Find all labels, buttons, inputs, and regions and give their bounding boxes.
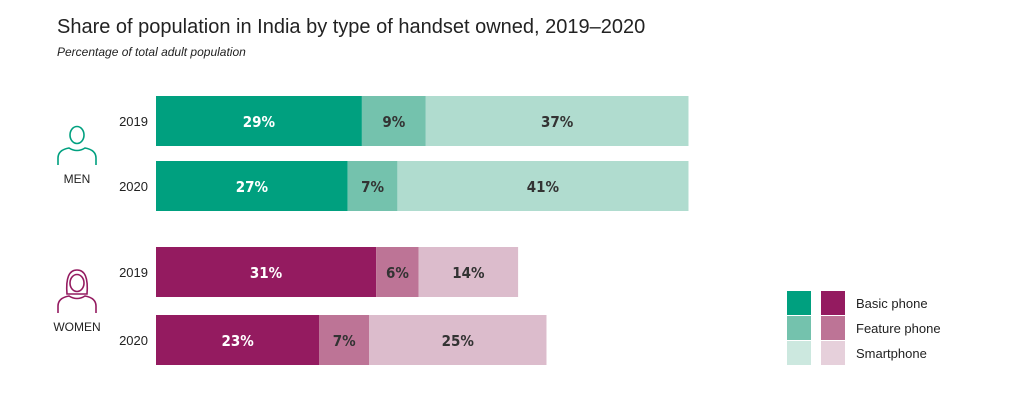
bar-segment-men-2020-basic-phone [156,161,348,211]
group-label-women: WOMEN [53,320,100,334]
data-label: 31% [250,264,283,282]
legend-swatch-men-2 [787,316,811,340]
woman-icon [57,269,97,313]
bar-segment-men-2019-feature-phone [361,96,426,146]
data-label: 25% [442,332,475,350]
bar-segment-women-2020-feature-phone [319,315,369,365]
legend-swatch-men-3 [787,341,811,365]
bar-segment-men-2019-smartphone [425,96,689,146]
legend-label: Feature phone [856,321,941,336]
bar-segment-men-2020-feature-phone [347,161,398,211]
data-label: 14% [452,264,485,282]
man-icon [57,125,97,165]
bar-segment-men-2019-basic-phone [156,96,362,146]
legend-swatch-men-1 [787,291,811,315]
data-label: 23% [221,332,254,350]
data-label: 7% [361,178,384,196]
chart-subtitle: Percentage of total adult population [57,45,246,59]
year-label-men-2019: 2019 [119,114,148,129]
data-label: 37% [541,113,574,131]
data-label: 29% [243,113,276,131]
legend-swatch-women-2 [821,316,845,340]
data-label: 27% [236,178,269,196]
bar-segment-women-2019-smartphone [418,247,519,297]
data-label: 7% [333,332,356,350]
group-label-men: MEN [64,172,91,186]
legend-label: Basic phone [856,296,928,311]
year-label-women-2020: 2020 [119,333,148,348]
bar-segment-women-2019-feature-phone [376,247,419,297]
legend-label: Smartphone [856,346,927,361]
data-label: 6% [386,264,409,282]
year-label-women-2019: 2019 [119,265,148,280]
year-label-men-2020: 2020 [119,179,148,194]
bar-segment-men-2020-smartphone [397,161,689,211]
data-label: 41% [527,178,560,196]
bar-segment-women-2020-basic-phone [156,315,320,365]
data-label: 9% [382,113,405,131]
bar-segment-women-2019-basic-phone [156,247,377,297]
bar-segment-women-2020-smartphone [369,315,547,365]
chart-title: Share of population in India by type of … [57,16,646,38]
legend-swatch-women-3 [821,341,845,365]
legend-swatch-women-1 [821,291,845,315]
